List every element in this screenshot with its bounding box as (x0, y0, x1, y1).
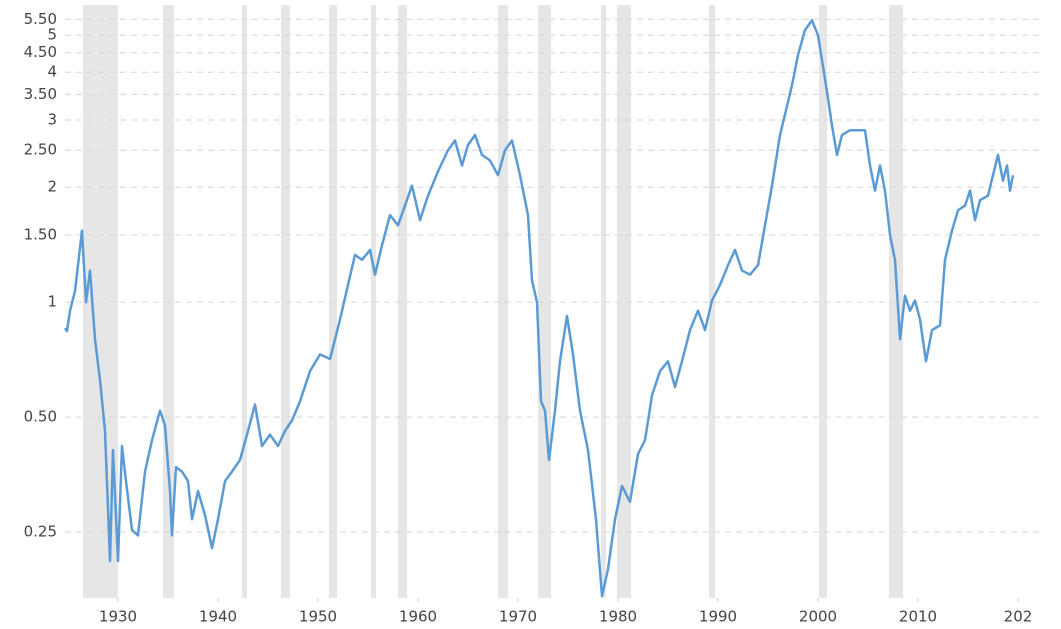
shaded-period (281, 5, 290, 598)
x-tick-label: 2000 (799, 608, 837, 626)
y-tick-label: 1.50 (24, 225, 57, 243)
y-tick-label: 5.50 (24, 10, 57, 28)
y-tick-label: 3 (47, 110, 57, 128)
y-tick-label: 3.50 (24, 85, 57, 103)
y-tick-label: 0.25 (24, 523, 57, 541)
shaded-period (819, 5, 827, 598)
y-tick-label: 0.50 (24, 408, 57, 426)
y-tick-label: 1 (47, 293, 57, 311)
x-tick-label: 1980 (599, 608, 637, 626)
x-tick-label: 1990 (699, 608, 737, 626)
shaded-period (889, 5, 903, 598)
x-tick-label: 1930 (99, 608, 137, 626)
shaded-period (617, 5, 631, 598)
shaded-period (498, 5, 508, 598)
x-tick-label: 1950 (299, 608, 337, 626)
x-tick-label: 1960 (399, 608, 437, 626)
shaded-period (329, 5, 337, 598)
shaded-period (398, 5, 407, 598)
x-tick-label: 1940 (199, 608, 237, 626)
x-tick-label: 202 (1004, 608, 1033, 626)
y-tick-label: 2.50 (24, 141, 57, 159)
y-tick-label: 2 (47, 178, 57, 196)
shaded-period (242, 5, 247, 598)
y-tick-label: 5 (47, 26, 57, 44)
y-tick-label: 4 (47, 63, 57, 81)
y-tick-label: 4.50 (24, 43, 57, 61)
x-tick-label: 1970 (499, 608, 537, 626)
shaded-period (163, 5, 174, 598)
x-tick-label: 2010 (899, 608, 937, 626)
line (63, 19, 1015, 598)
shaded-period (601, 5, 606, 598)
shaded-period (371, 5, 376, 598)
